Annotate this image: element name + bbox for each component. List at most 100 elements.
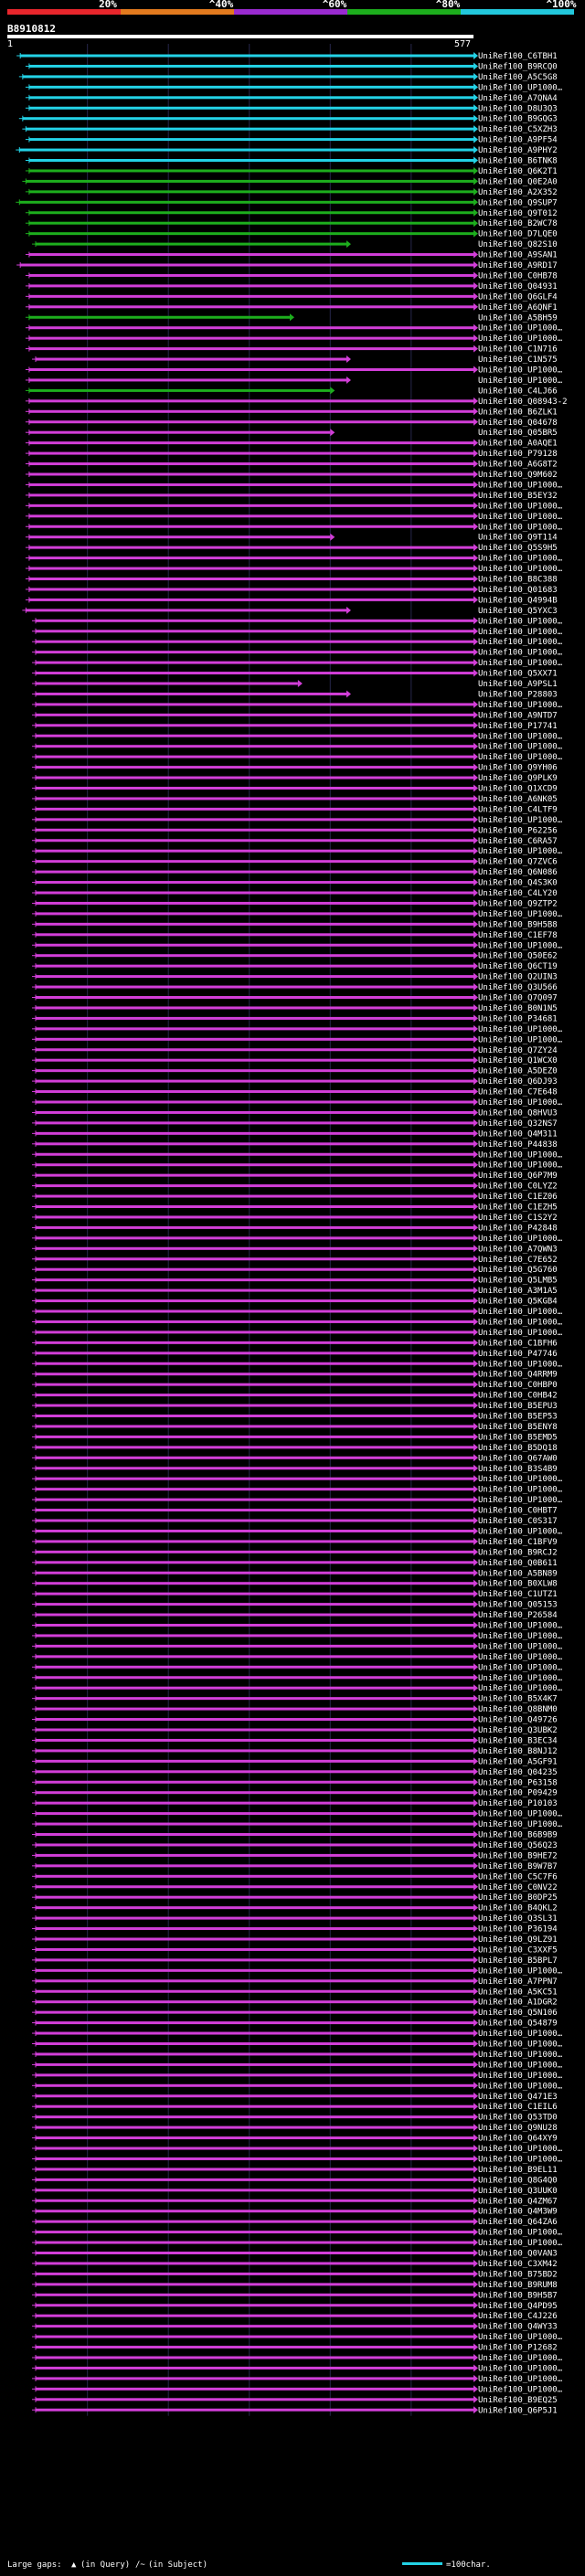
hit-label[interactable]: UniRef100_UP1000…: [478, 847, 563, 856]
hit-label[interactable]: UniRef100_C1N575: [478, 355, 558, 365]
hit-row[interactable]: UniRef100_UP1000…: [31, 742, 563, 752]
hit-row[interactable]: UniRef100_Q6CT19: [31, 962, 558, 971]
hit-row[interactable]: UniRef100_Q50E62: [31, 951, 558, 961]
hit-label[interactable]: UniRef100_B9RCJ2: [478, 1548, 558, 1557]
hit-label[interactable]: UniRef100_UP1000…: [478, 1496, 563, 1505]
hit-row[interactable]: UniRef100_UP1000…: [31, 1621, 563, 1631]
hit-label[interactable]: UniRef100_UP1000…: [478, 753, 563, 762]
hit-row[interactable]: UniRef100_UP1000…: [31, 700, 563, 710]
hit-row[interactable]: UniRef100_Q4WY33: [31, 2322, 558, 2332]
hit-label[interactable]: UniRef100_UP1000…: [478, 1318, 563, 1327]
hit-label[interactable]: UniRef100_Q5XX71: [478, 670, 558, 679]
hit-row[interactable]: UniRef100_B9GQG3: [18, 114, 558, 124]
hit-row[interactable]: UniRef100_C1UTZ1: [31, 1590, 558, 1599]
hit-row[interactable]: UniRef100_Q7ZVC6: [31, 857, 558, 867]
hit-label[interactable]: UniRef100_P47746: [478, 1350, 558, 1359]
hit-row[interactable]: UniRef100_UP1000…: [31, 1820, 563, 1829]
hit-row[interactable]: UniRef100_P63158: [31, 1778, 558, 1787]
hit-row[interactable]: UniRef100_Q1XCD9: [31, 784, 558, 794]
hit-label[interactable]: UniRef100_UP1000…: [478, 2155, 563, 2164]
hit-row[interactable]: UniRef100_UP1000…: [31, 2364, 563, 2373]
hit-row[interactable]: UniRef100_C1BFH6: [31, 1339, 558, 1348]
hit-row[interactable]: UniRef100_UP1000…: [31, 1098, 563, 1108]
hit-row[interactable]: UniRef100_Q9YH06: [31, 763, 558, 773]
hit-label[interactable]: UniRef100_A5KC51: [478, 1988, 558, 1997]
hit-label[interactable]: UniRef100_UP1000…: [478, 732, 563, 741]
hit-label[interactable]: UniRef100_C5C7F6: [478, 1872, 558, 1882]
hit-row[interactable]: UniRef100_UP1000…: [31, 1150, 563, 1160]
hit-row[interactable]: UniRef100_B9RCJ2: [31, 1548, 558, 1557]
hit-label[interactable]: UniRef100_UP1000…: [478, 2333, 563, 2342]
hit-label[interactable]: UniRef100_UP1000…: [478, 1684, 563, 1693]
hit-row[interactable]: UniRef100_B6ZLK1: [25, 408, 558, 417]
hit-row[interactable]: UniRef100_B5EMD5: [31, 1433, 558, 1442]
hit-row[interactable]: UniRef100_C4LJ66: [25, 387, 558, 396]
hit-row[interactable]: UniRef100_UP1000…: [25, 83, 563, 92]
hit-label[interactable]: UniRef100_A9RD17: [478, 261, 558, 270]
hit-row[interactable]: UniRef100_C3XXF5: [31, 1945, 558, 1955]
hit-label[interactable]: UniRef100_B75BD2: [478, 2270, 558, 2279]
hit-label[interactable]: UniRef100_Q3SL31: [478, 1914, 558, 1924]
hit-row[interactable]: UniRef100_Q6P7M9: [31, 1171, 558, 1181]
hit-label[interactable]: UniRef100_A9PSL1: [478, 680, 558, 689]
hit-label[interactable]: UniRef100_Q9SUP7: [478, 198, 558, 207]
hit-label[interactable]: UniRef100_A9PF54: [478, 136, 558, 145]
hit-label[interactable]: UniRef100_P79128: [478, 450, 558, 459]
hit-row[interactable]: UniRef100_C0NV22: [31, 1882, 558, 1892]
hit-row[interactable]: UniRef100_P09429: [31, 1788, 558, 1798]
hit-label[interactable]: UniRef100_B6B9B9: [478, 1831, 558, 1840]
hit-label[interactable]: UniRef100_B5DQ18: [478, 1444, 558, 1453]
hit-row[interactable]: UniRef100_C4LY20: [31, 889, 558, 898]
hit-label[interactable]: UniRef100_Q67AW0: [478, 1454, 558, 1463]
hit-label[interactable]: UniRef100_B5BPL7: [478, 1956, 558, 1966]
hit-label[interactable]: UniRef100_UP1000…: [478, 910, 563, 919]
hit-label[interactable]: UniRef100_C0HBT7: [478, 1507, 558, 1516]
hit-label[interactable]: UniRef100_C0HB78: [478, 271, 558, 281]
hit-label[interactable]: UniRef100_B6TNK8: [478, 157, 558, 166]
hit-row[interactable]: UniRef100_P34681: [31, 1014, 558, 1023]
hit-label[interactable]: UniRef100_A9PHY2: [478, 146, 558, 155]
hit-label[interactable]: UniRef100_Q9YH06: [478, 764, 558, 773]
hit-label[interactable]: UniRef100_D7LQE0: [478, 230, 558, 239]
hit-row[interactable]: UniRef100_B2WC78: [25, 219, 558, 228]
hit-label[interactable]: UniRef100_P36194: [478, 1925, 558, 1935]
hit-label[interactable]: UniRef100_P42848: [478, 1224, 558, 1233]
hit-row[interactable]: UniRef100_B9H5B8: [31, 920, 558, 929]
hit-label[interactable]: UniRef100_C1BFV9: [478, 1538, 558, 1547]
hit-label[interactable]: UniRef100_UP1000…: [478, 638, 563, 647]
hit-label[interactable]: UniRef100_A1DGR2: [478, 1998, 558, 2008]
hit-row[interactable]: UniRef100_B9RUM8: [31, 2280, 558, 2290]
hit-row[interactable]: UniRef100_A2X352: [25, 187, 558, 197]
hit-label[interactable]: UniRef100_A7QNA4: [478, 94, 558, 103]
hit-label[interactable]: UniRef100_C5XZH3: [478, 125, 558, 134]
hit-row[interactable]: UniRef100_UP1000…: [25, 565, 563, 574]
hit-row[interactable]: UniRef100_Q56Q23: [31, 1840, 558, 1850]
hit-label[interactable]: UniRef100_UP1000…: [478, 1475, 563, 1484]
hit-row[interactable]: UniRef100_Q04678: [25, 418, 558, 428]
hit-row[interactable]: UniRef100_A9RD17: [16, 261, 558, 270]
hit-row[interactable]: UniRef100_A7QWN3: [31, 1245, 558, 1254]
hit-label[interactable]: UniRef100_Q8BNM0: [478, 1705, 558, 1714]
hit-row[interactable]: UniRef100_UP1000…: [31, 2050, 563, 2060]
hit-label[interactable]: UniRef100_UP1000…: [478, 83, 563, 92]
hit-label[interactable]: UniRef100_B3EC34: [478, 1736, 558, 1745]
hit-row[interactable]: UniRef100_UP1000…: [31, 1673, 563, 1683]
hit-row[interactable]: UniRef100_A5C5G8: [18, 72, 558, 82]
hit-label[interactable]: UniRef100_Q9LZ91: [478, 1935, 558, 1945]
hit-label[interactable]: UniRef100_UP1000…: [478, 1486, 563, 1495]
hit-row[interactable]: UniRef100_UP1000…: [31, 1663, 563, 1672]
hit-row[interactable]: UniRef100_Q5N106: [31, 2009, 558, 2018]
hit-label[interactable]: UniRef100_P10103: [478, 1799, 558, 1808]
hit-label[interactable]: UniRef100_Q0VAN3: [478, 2250, 558, 2259]
hit-label[interactable]: UniRef100_Q08943-2: [478, 398, 568, 407]
hit-label[interactable]: UniRef100_UP1000…: [478, 1308, 563, 1317]
hit-row[interactable]: UniRef100_B5EPU3: [31, 1402, 558, 1411]
hit-label[interactable]: UniRef100_UP1000…: [478, 481, 563, 490]
hit-row[interactable]: UniRef100_UP1000…: [31, 2071, 563, 2081]
hit-label[interactable]: UniRef100_B4QKL2: [478, 1904, 558, 1913]
hit-label[interactable]: UniRef100_C0S317: [478, 1517, 558, 1526]
hit-label[interactable]: UniRef100_UP1000…: [478, 1663, 563, 1672]
hit-label[interactable]: UniRef100_B0DP25: [478, 1893, 558, 1903]
hit-label[interactable]: UniRef100_B6ZLK1: [478, 408, 558, 417]
hit-row[interactable]: UniRef100_P47746: [31, 1349, 558, 1359]
